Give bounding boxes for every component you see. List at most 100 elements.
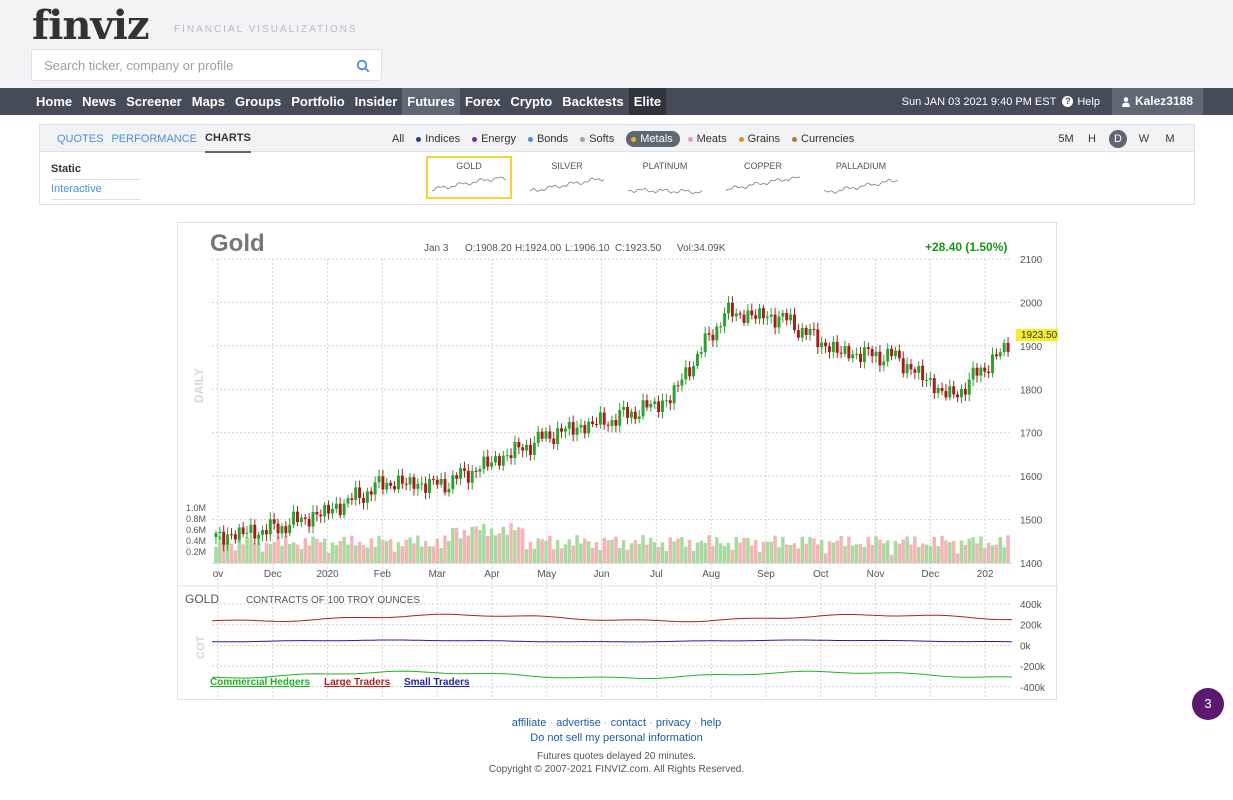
candle-body xyxy=(843,345,847,354)
category-energy[interactable]: Energy xyxy=(472,133,516,145)
nav-item-portfolio[interactable]: Portfolio xyxy=(291,94,345,109)
tab-performance[interactable]: PERFORMANCE xyxy=(111,133,198,145)
mini-chart-palladium[interactable]: PALLADIUM xyxy=(818,156,904,199)
candle-body xyxy=(777,316,781,328)
candle-body xyxy=(917,365,921,373)
candle-body xyxy=(482,456,486,470)
volume-bar xyxy=(536,538,540,563)
timeframe-5m[interactable]: 5M xyxy=(1058,133,1074,145)
volume-bar xyxy=(691,550,696,563)
candle-body xyxy=(874,351,878,357)
chart-selector-panel: Static Interactive GOLD SILVER PLATINUM COP… xyxy=(39,152,1195,205)
candle-body xyxy=(695,353,699,366)
timeframe-m[interactable]: M xyxy=(1165,133,1175,145)
nav-item-elite[interactable]: Elite xyxy=(628,88,667,115)
tab-charts[interactable]: CHARTS xyxy=(205,125,251,153)
footer-link-help[interactable]: help xyxy=(700,717,722,729)
nav-item-forex[interactable]: Forex xyxy=(464,94,501,109)
volume-bar xyxy=(396,542,401,563)
candle-body xyxy=(490,462,494,467)
volume-bar xyxy=(400,546,405,563)
view-tabs: QUOTES PERFORMANCE CHARTS xyxy=(57,125,259,153)
do-not-sell-link[interactable]: Do not sell my personal information xyxy=(530,732,703,744)
nav-item-screener[interactable]: Screener xyxy=(126,94,182,109)
mini-chart-gold[interactable]: GOLD xyxy=(426,156,512,199)
candle-body xyxy=(571,422,575,435)
nav-item-home[interactable]: Home xyxy=(36,94,73,109)
volume-bar xyxy=(439,548,443,563)
volume-bar xyxy=(963,544,968,563)
candle-body xyxy=(563,428,567,432)
nav-item-insider[interactable]: Insider xyxy=(354,94,398,109)
category-softs[interactable]: Softs xyxy=(580,133,614,145)
volume-bar xyxy=(260,551,265,563)
volume-bar xyxy=(373,546,377,563)
date-tick-label: ov xyxy=(213,569,224,580)
volume-bar xyxy=(936,546,940,563)
candle-body xyxy=(486,456,490,467)
nav-item-news[interactable]: News xyxy=(82,94,117,109)
footer-link-privacy[interactable]: privacy xyxy=(655,717,691,729)
volume-bar xyxy=(676,538,680,563)
commercial-hedgers-line xyxy=(211,670,1013,679)
chart-type-interactive[interactable]: Interactive xyxy=(51,180,141,200)
notification-badge[interactable]: 3 xyxy=(1192,688,1224,720)
category-meats[interactable]: Meats xyxy=(687,133,727,145)
candle-body xyxy=(521,447,525,451)
date-tick-label: Aug xyxy=(702,569,720,580)
category-indices[interactable]: Indices xyxy=(416,133,460,145)
candle-body xyxy=(820,342,824,348)
volume-bar xyxy=(579,543,583,563)
candle-body xyxy=(528,444,532,455)
user-menu[interactable]: Kalez3188 xyxy=(1111,88,1203,115)
cot-legend-large-traders: Large Traders xyxy=(324,677,391,688)
volume-bar xyxy=(920,543,925,563)
volume-bar xyxy=(353,545,358,563)
price-tick-label: 1800 xyxy=(1020,385,1043,396)
candle-body xyxy=(257,534,261,539)
candle-body xyxy=(928,378,932,380)
volume-bar xyxy=(897,543,902,563)
search-input[interactable] xyxy=(31,49,382,81)
volume-bar xyxy=(649,537,653,563)
user-icon xyxy=(1121,96,1130,107)
volume-bar xyxy=(241,544,245,563)
help-icon: ? xyxy=(1062,96,1074,107)
mini-chart-copper[interactable]: COPPER xyxy=(720,156,806,199)
nav-item-backtests[interactable]: Backtests xyxy=(562,94,624,109)
volume-bar xyxy=(621,539,626,563)
mini-sparkline xyxy=(431,176,507,192)
category-currencies[interactable]: Currencies xyxy=(792,133,854,145)
chart-high: H:1924.00 xyxy=(515,243,562,254)
footer-link-affiliate[interactable]: affiliate xyxy=(511,717,547,729)
timeframe-d[interactable]: D xyxy=(1109,130,1127,148)
timeframe-h[interactable]: H xyxy=(1088,133,1096,145)
chart-type-static[interactable]: Static xyxy=(51,160,141,180)
candle-body xyxy=(536,431,540,443)
tab-quotes[interactable]: QUOTES xyxy=(57,133,104,145)
footer-link-contact[interactable]: contact xyxy=(610,717,647,729)
nav-item-crypto[interactable]: Crypto xyxy=(510,94,553,109)
volume-bar xyxy=(874,536,878,563)
candle-body xyxy=(431,479,435,481)
category-metals[interactable]: Metals xyxy=(626,131,680,147)
candle-body xyxy=(264,530,268,535)
nav-item-groups[interactable]: Groups xyxy=(234,94,282,109)
candle-body xyxy=(975,367,979,376)
category-all[interactable]: All xyxy=(392,133,404,145)
footer-link-advertise[interactable]: advertise xyxy=(556,717,601,729)
help-link[interactable]: ? Help xyxy=(1062,96,1100,108)
search-icon[interactable] xyxy=(356,59,370,73)
finviz-logo[interactable]: finviz xyxy=(32,2,150,49)
nav-item-maps[interactable]: Maps xyxy=(191,94,225,109)
category-bonds[interactable]: Bonds xyxy=(527,133,568,145)
timeframe-w[interactable]: W xyxy=(1138,133,1150,145)
candle-body xyxy=(657,401,661,413)
mini-chart-platinum[interactable]: PLATINUM xyxy=(622,156,708,199)
candle-body xyxy=(214,533,218,537)
nav-item-futures[interactable]: Futures xyxy=(402,88,460,115)
candle-body xyxy=(893,350,897,357)
mini-chart-silver[interactable]: SILVER xyxy=(524,156,610,199)
category-grains[interactable]: Grains xyxy=(738,133,780,145)
candle-body xyxy=(579,424,583,428)
